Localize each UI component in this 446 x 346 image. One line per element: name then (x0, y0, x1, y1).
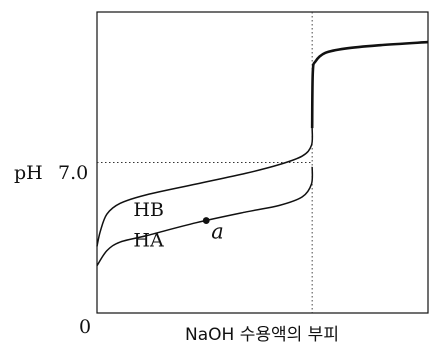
series-line-common (310, 40, 429, 129)
curve-group: HB HA (96, 40, 429, 267)
series-label-hb: HB (133, 199, 164, 221)
series-line-ha (96, 166, 314, 267)
point-group: a (202, 217, 224, 244)
series-label-ha: HA (133, 230, 164, 252)
series-line-hb (96, 128, 314, 247)
data-point-a (202, 217, 210, 224)
origin-label: 0 (79, 316, 91, 338)
x-axis-label: NaOH 수용액의 부피 (185, 325, 339, 345)
y-axis-label: pH (14, 162, 43, 184)
point-label-a: a (211, 220, 224, 244)
y-tick-label-7: 7.0 (58, 162, 88, 184)
